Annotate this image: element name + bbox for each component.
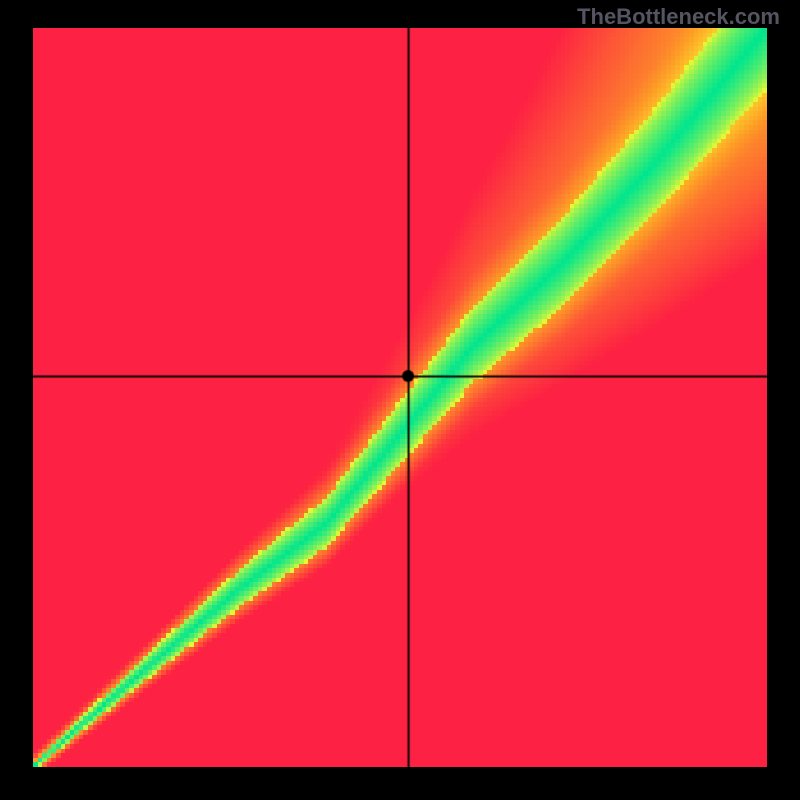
- chart-container: TheBottleneck.com: [0, 0, 800, 800]
- bottleneck-heatmap: [0, 0, 800, 800]
- attribution-text: TheBottleneck.com: [577, 4, 780, 30]
